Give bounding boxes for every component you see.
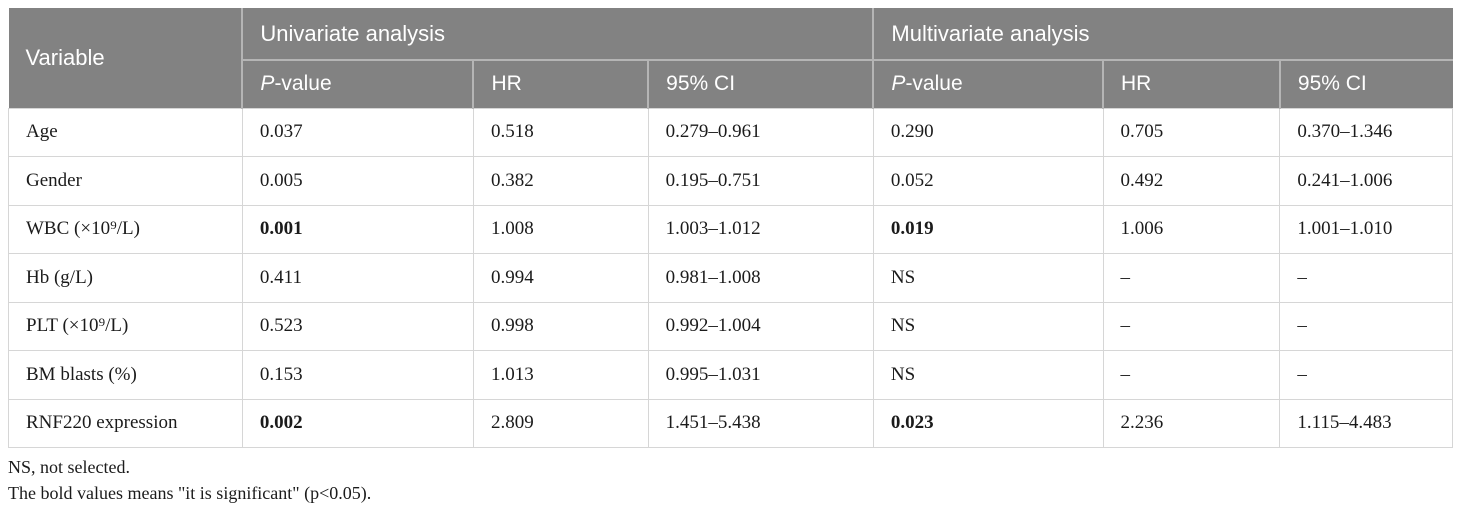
uni-p-cell: 0.523 [241, 301, 474, 351]
column-header-univariate-p-value: P-value [241, 59, 474, 108]
group-header-multivariate: Multivariate analysis [872, 8, 1453, 60]
table-row-gender: Gender 0.005 0.382 0.195–0.751 0.052 0.4… [8, 156, 1453, 206]
uni-p-cell: 0.005 [241, 156, 474, 206]
variable-cell: WBC (×10⁹/L) [8, 204, 243, 254]
table-row-bm-blasts: BM blasts (%) 0.153 1.013 0.995–1.031 NS… [8, 350, 1453, 400]
uni-ci-cell: 0.195–0.751 [647, 156, 874, 206]
variable-cell: Age [8, 107, 243, 157]
uni-hr-cell: 2.809 [472, 398, 649, 448]
multi-ci-cell: – [1279, 253, 1453, 303]
multi-ci-cell: 1.115–4.483 [1279, 398, 1453, 448]
column-header-multivariate-hr: HR [1102, 59, 1280, 108]
multi-ci-cell: 0.241–1.006 [1279, 156, 1453, 206]
column-header-univariate-ci: 95% CI [647, 59, 874, 108]
multi-hr-cell: – [1102, 253, 1281, 303]
uni-ci-cell: 1.451–5.438 [647, 398, 874, 448]
uni-hr-cell: 0.994 [472, 253, 649, 303]
p-rest: -value [274, 72, 332, 96]
variable-cell: Hb (g/L) [8, 253, 243, 303]
multi-p-cell-significant: 0.023 [872, 398, 1104, 448]
variable-cell: Gender [8, 156, 243, 206]
table-row-rnf220: RNF220 expression 0.002 2.809 1.451–5.43… [8, 398, 1453, 448]
table-body: Age 0.037 0.518 0.279–0.961 0.290 0.705 … [8, 107, 1453, 448]
multi-hr-cell: 1.006 [1102, 204, 1281, 254]
table-row-plt: PLT (×10⁹/L) 0.523 0.998 0.992–1.004 NS … [8, 301, 1453, 351]
multi-hr-cell: – [1102, 350, 1281, 400]
multi-ci-cell: 0.370–1.346 [1279, 107, 1453, 157]
column-header-variable: Variable [8, 8, 243, 108]
header-group-row: Variable Univariate analysis Multivariat… [8, 8, 1453, 108]
uni-p-cell: 0.037 [241, 107, 474, 157]
multi-hr-cell: – [1102, 301, 1281, 351]
variable-cell: PLT (×10⁹/L) [8, 301, 243, 351]
table-row-wbc: WBC (×10⁹/L) 0.001 1.008 1.003–1.012 0.0… [8, 204, 1453, 254]
uni-hr-cell: 0.518 [472, 107, 649, 157]
p-italic: P [891, 72, 906, 96]
multi-ci-cell: – [1279, 301, 1453, 351]
variable-cell: BM blasts (%) [8, 350, 243, 400]
multi-p-cell-significant: 0.019 [872, 204, 1104, 254]
uni-hr-cell: 0.998 [472, 301, 649, 351]
uni-ci-cell: 0.992–1.004 [647, 301, 874, 351]
uni-p-cell: 0.411 [241, 253, 474, 303]
column-header-multivariate-ci: 95% CI [1278, 59, 1453, 108]
uni-p-cell-significant: 0.002 [241, 398, 474, 448]
uni-ci-cell: 0.995–1.031 [647, 350, 874, 400]
column-header-univariate-hr: HR [472, 59, 649, 108]
multi-hr-cell: 2.236 [1102, 398, 1281, 448]
table-footnotes: NS, not selected. The bold values means … [8, 454, 1453, 506]
uni-p-cell: 0.153 [241, 350, 474, 400]
footnote-ns: NS, not selected. [8, 457, 130, 477]
column-header-multivariate-p-value: P-value [872, 59, 1104, 108]
multi-p-cell: 0.290 [872, 107, 1104, 157]
variable-cell: RNF220 expression [8, 398, 243, 448]
header-sub-row: P-value HR 95% CI P-value HR 95% CI [9, 59, 1453, 108]
table-row-age: Age 0.037 0.518 0.279–0.961 0.290 0.705 … [8, 107, 1453, 157]
table-row-hb: Hb (g/L) 0.411 0.994 0.981–1.008 NS – – [8, 253, 1453, 303]
footnote-bold-values: The bold values means "it is significant… [8, 483, 372, 504]
multi-p-cell: NS [872, 253, 1104, 303]
uni-hr-cell: 0.382 [472, 156, 649, 206]
uni-hr-cell: 1.008 [472, 204, 649, 254]
cox-regression-table: Variable Univariate analysis Multivariat… [8, 8, 1453, 448]
multi-ci-cell: 1.001–1.010 [1279, 204, 1453, 254]
uni-hr-cell: 1.013 [472, 350, 649, 400]
multi-p-cell: NS [872, 301, 1104, 351]
group-header-univariate: Univariate analysis [241, 8, 874, 60]
multi-hr-cell: 0.492 [1102, 156, 1281, 206]
uni-ci-cell: 0.981–1.008 [647, 253, 874, 303]
multi-hr-cell: 0.705 [1102, 107, 1281, 157]
analysis-table-figure: Variable Univariate analysis Multivariat… [8, 8, 1453, 506]
uni-ci-cell: 1.003–1.012 [647, 204, 874, 254]
multi-ci-cell: – [1279, 350, 1453, 400]
table-header: Variable Univariate analysis Multivariat… [8, 8, 1453, 108]
uni-ci-cell: 0.279–0.961 [647, 107, 874, 157]
p-italic: P [260, 72, 275, 96]
p-rest: -value [905, 72, 963, 96]
uni-p-cell-significant: 0.001 [241, 204, 474, 254]
multi-p-cell: 0.052 [872, 156, 1104, 206]
multi-p-cell: NS [872, 350, 1104, 400]
